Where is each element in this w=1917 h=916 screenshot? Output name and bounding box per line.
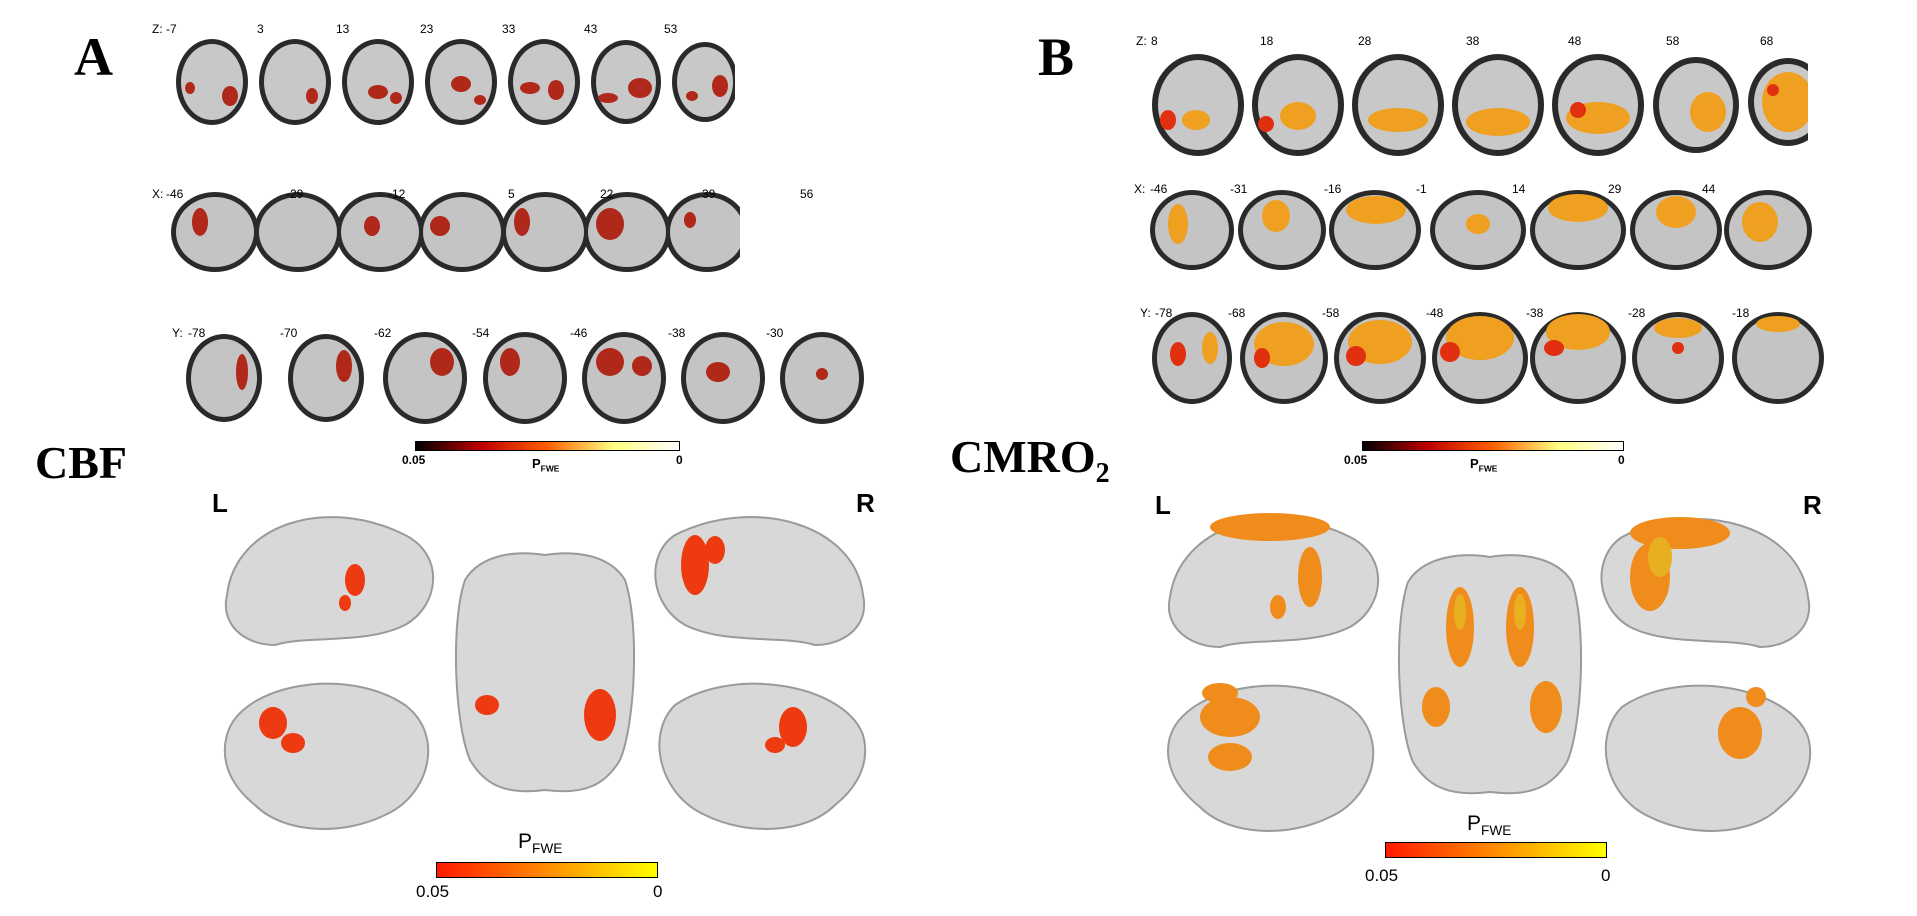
colorbar-max-label: 0 (676, 453, 683, 467)
coronal-slices-image (1152, 312, 1824, 404)
panel-a-letter: A (74, 27, 113, 87)
slice-label: -62 (374, 326, 392, 340)
slice-label: -18 (1732, 306, 1750, 320)
slice-label: 58 (1666, 34, 1680, 48)
slice-label: -58 (1322, 306, 1340, 320)
panel-a-axial-row: Z: -7 3 13 23 33 43 53 (152, 18, 735, 128)
right-hemisphere-label: R (1803, 490, 1822, 520)
slice-label: 29 (1608, 182, 1622, 196)
panel-b-coronal-row: Y: -78 -68 -58 -48 -38 -28 -18 (1140, 304, 1840, 406)
panel-b-axial-row: Z: 8 18 28 38 48 58 68 (1136, 30, 1808, 158)
slice-label: 43 (584, 22, 598, 36)
sagittal-slices-image (171, 192, 740, 272)
cortical-surface-image (223, 516, 867, 830)
coronal-slices-image (186, 332, 864, 424)
slice-label: -31 (1230, 182, 1248, 196)
slice-label: 56 (800, 187, 814, 201)
slice-label: -38 (668, 326, 686, 340)
slice-label: -30 (766, 326, 784, 340)
slice-label: -48 (1426, 306, 1444, 320)
panel-b-letter: B (1038, 27, 1075, 87)
colorbar-max-label: 0 (653, 882, 663, 901)
panel-a-surface-renders (215, 495, 875, 845)
slice-label: 39 (702, 187, 716, 201)
panel-a-surface-colorbar (436, 862, 658, 878)
colorbar-title: PFWE (532, 456, 560, 474)
row-axis-prefix: Z: (1136, 34, 1147, 48)
colorbar-title: PFWE (1470, 456, 1498, 474)
slice-label: 48 (1568, 34, 1582, 48)
row-axis-prefix: X: (152, 187, 164, 201)
slice-label: 22 (600, 187, 614, 201)
panel-b-slice-colorbar (1362, 441, 1624, 451)
slice-label: 68 (1760, 34, 1774, 48)
right-hemisphere-label: R (856, 488, 875, 518)
slice-label: -12 (388, 187, 406, 201)
colorbar-min-label: 0.05 (402, 453, 426, 467)
panel-b-measure: CMRO2 (950, 431, 1110, 490)
axial-slices-image (176, 39, 735, 125)
slice-label: -46 (1150, 182, 1168, 196)
slice-label: 5 (508, 187, 515, 201)
row-axis-prefix: Z: (152, 22, 163, 36)
panel-a-sagittal-row: X: -46 -29 -12 5 22 39 56 (152, 182, 813, 276)
slice-label: 13 (336, 22, 350, 36)
slice-label: -68 (1228, 306, 1246, 320)
slice-label: -38 (1526, 306, 1544, 320)
slice-label: -7 (166, 22, 177, 36)
left-hemisphere-label: L (1155, 490, 1171, 520)
slice-label: 8 (1151, 34, 1158, 48)
sagittal-slices-image (1150, 190, 1812, 270)
slice-label: -1 (1416, 182, 1427, 196)
panel-a-slice-colorbar (415, 441, 680, 451)
slice-label: -78 (188, 326, 206, 340)
row-axis-prefix: Y: (1140, 306, 1151, 320)
row-axis-prefix: Y: (172, 326, 183, 340)
slice-label: 53 (664, 22, 678, 36)
colorbar-min-label: 0.05 (1365, 866, 1399, 885)
panel-a-measure: CBF (35, 437, 127, 488)
panel-b-surface-colorbar (1385, 842, 1607, 858)
panel-b-sagittal-row: X: -46 -31 -16 -1 14 29 44 (1134, 180, 1838, 272)
colorbar-min-label: 0.05 (416, 882, 450, 901)
row-axis-prefix: X: (1134, 182, 1146, 196)
slice-label: -46 (570, 326, 588, 340)
colorbar-title: PFWE (1467, 812, 1512, 839)
slice-label: 28 (1358, 34, 1372, 48)
slice-label: 33 (502, 22, 516, 36)
slice-label: 14 (1512, 182, 1526, 196)
slice-label: -29 (286, 187, 304, 201)
left-hemisphere-label: L (212, 488, 228, 518)
colorbar-max-label: 0 (1601, 866, 1611, 885)
panel-b-surface-renders (1160, 497, 1820, 847)
slice-label: -78 (1155, 306, 1173, 320)
colorbar-max-label: 0 (1618, 453, 1625, 467)
slice-label: -70 (280, 326, 298, 340)
axial-slices-image (1152, 54, 1808, 156)
slice-label: -46 (166, 187, 184, 201)
colorbar-title: PFWE (518, 830, 563, 857)
slice-label: 44 (1702, 182, 1716, 196)
slice-label: -16 (1324, 182, 1342, 196)
slice-label: -28 (1628, 306, 1646, 320)
slice-label: 38 (1466, 34, 1480, 48)
panel-a-coronal-row: Y: -78 -70 -62 -54 -46 -38 -30 (172, 322, 890, 426)
slice-label: -54 (472, 326, 490, 340)
cortical-surface-image (1167, 513, 1812, 832)
slice-label: 3 (257, 22, 264, 36)
slice-label: 23 (420, 22, 434, 36)
slice-label: 18 (1260, 34, 1274, 48)
colorbar-min-label: 0.05 (1344, 453, 1368, 467)
